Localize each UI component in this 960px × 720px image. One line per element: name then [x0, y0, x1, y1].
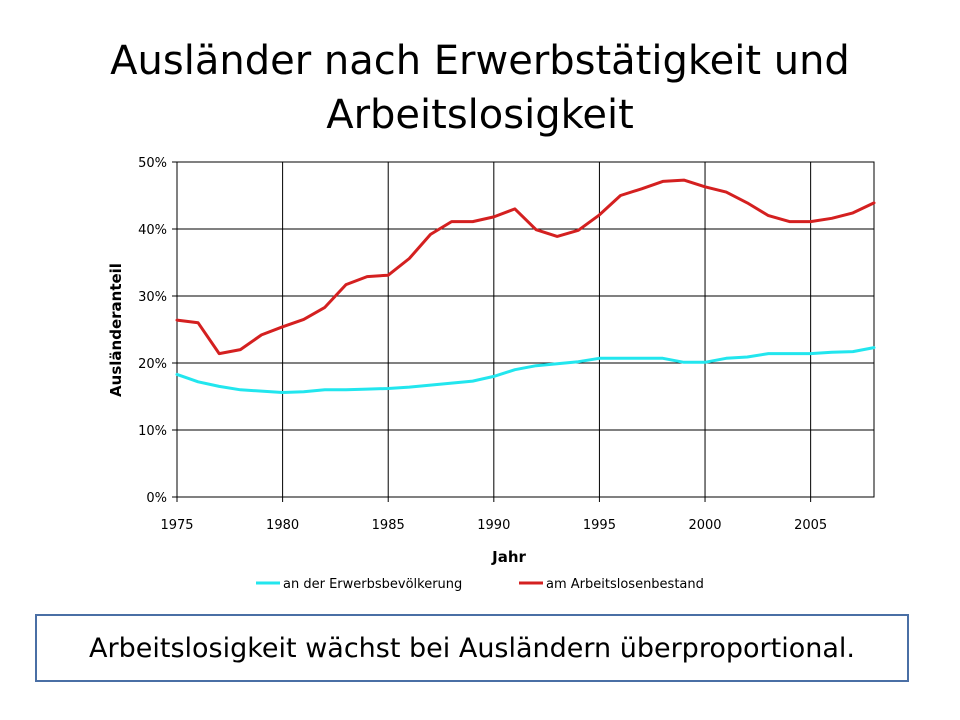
chart-legend: an der Erwerbsbevölkerung am Arbeitslosen…	[256, 577, 704, 592]
line-chart: 0% 10% 20% 30% 40% 50% 1975 1980 1985 1990 1995 20…	[107, 156, 876, 592]
y-tick-label: 50%	[138, 156, 167, 171]
x-axis-label: Jahr	[491, 548, 526, 566]
plot-frame	[176, 161, 875, 498]
x-tick-label: 1980	[266, 518, 299, 533]
y-tick-label: 20%	[138, 357, 167, 372]
x-tick-label: 1995	[583, 518, 616, 533]
slide-title: Ausländer nach Erwerbstätigkeit und Arbe…	[110, 38, 850, 138]
y-tick-label: 0%	[146, 491, 167, 506]
x-tick-label: 1975	[160, 518, 193, 533]
y-tick-label: 10%	[138, 424, 167, 439]
x-tick-label: 1990	[477, 518, 510, 533]
y-tick-label: 30%	[138, 290, 167, 305]
legend-label: am Arbeitslosenbestand	[546, 577, 704, 592]
series-line-arbeitslosenbestand	[175, 178, 876, 356]
x-tick-label: 1985	[372, 518, 405, 533]
y-axis-label: Ausländeranteil	[107, 263, 125, 397]
legend-label: an der Erwerbsbevölkerung	[283, 577, 462, 592]
y-tick-label: 40%	[138, 223, 167, 238]
y-axis-ticks: 0% 10% 20% 30% 40% 50%	[138, 156, 177, 506]
x-tick-label: 2000	[688, 518, 721, 533]
series-line-erwerbsbevoelkerung	[175, 346, 876, 394]
chart-gridlines	[176, 161, 874, 498]
callout-text: Arbeitslosigkeit wächst bei Ausländern ü…	[89, 632, 855, 664]
chart-series	[175, 178, 876, 394]
callout-box: Arbeitslosigkeit wächst bei Ausländern ü…	[35, 614, 909, 682]
x-axis-ticks: 1975 1980 1985 1990 1995 2000 2005	[160, 497, 827, 533]
x-tick-label: 2005	[794, 518, 827, 533]
plot-area-border	[176, 161, 875, 498]
